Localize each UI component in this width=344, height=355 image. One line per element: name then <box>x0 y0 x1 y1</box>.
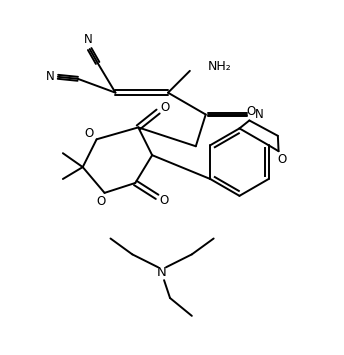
Text: N: N <box>46 70 54 83</box>
Text: NH₂: NH₂ <box>208 60 232 73</box>
Text: O: O <box>159 194 169 207</box>
Text: O: O <box>96 195 105 208</box>
Text: N: N <box>157 266 167 279</box>
Text: O: O <box>247 105 256 118</box>
Text: O: O <box>277 153 286 166</box>
Text: N: N <box>84 33 93 46</box>
Text: N: N <box>255 108 264 121</box>
Text: O: O <box>160 101 170 114</box>
Text: O: O <box>84 127 93 140</box>
